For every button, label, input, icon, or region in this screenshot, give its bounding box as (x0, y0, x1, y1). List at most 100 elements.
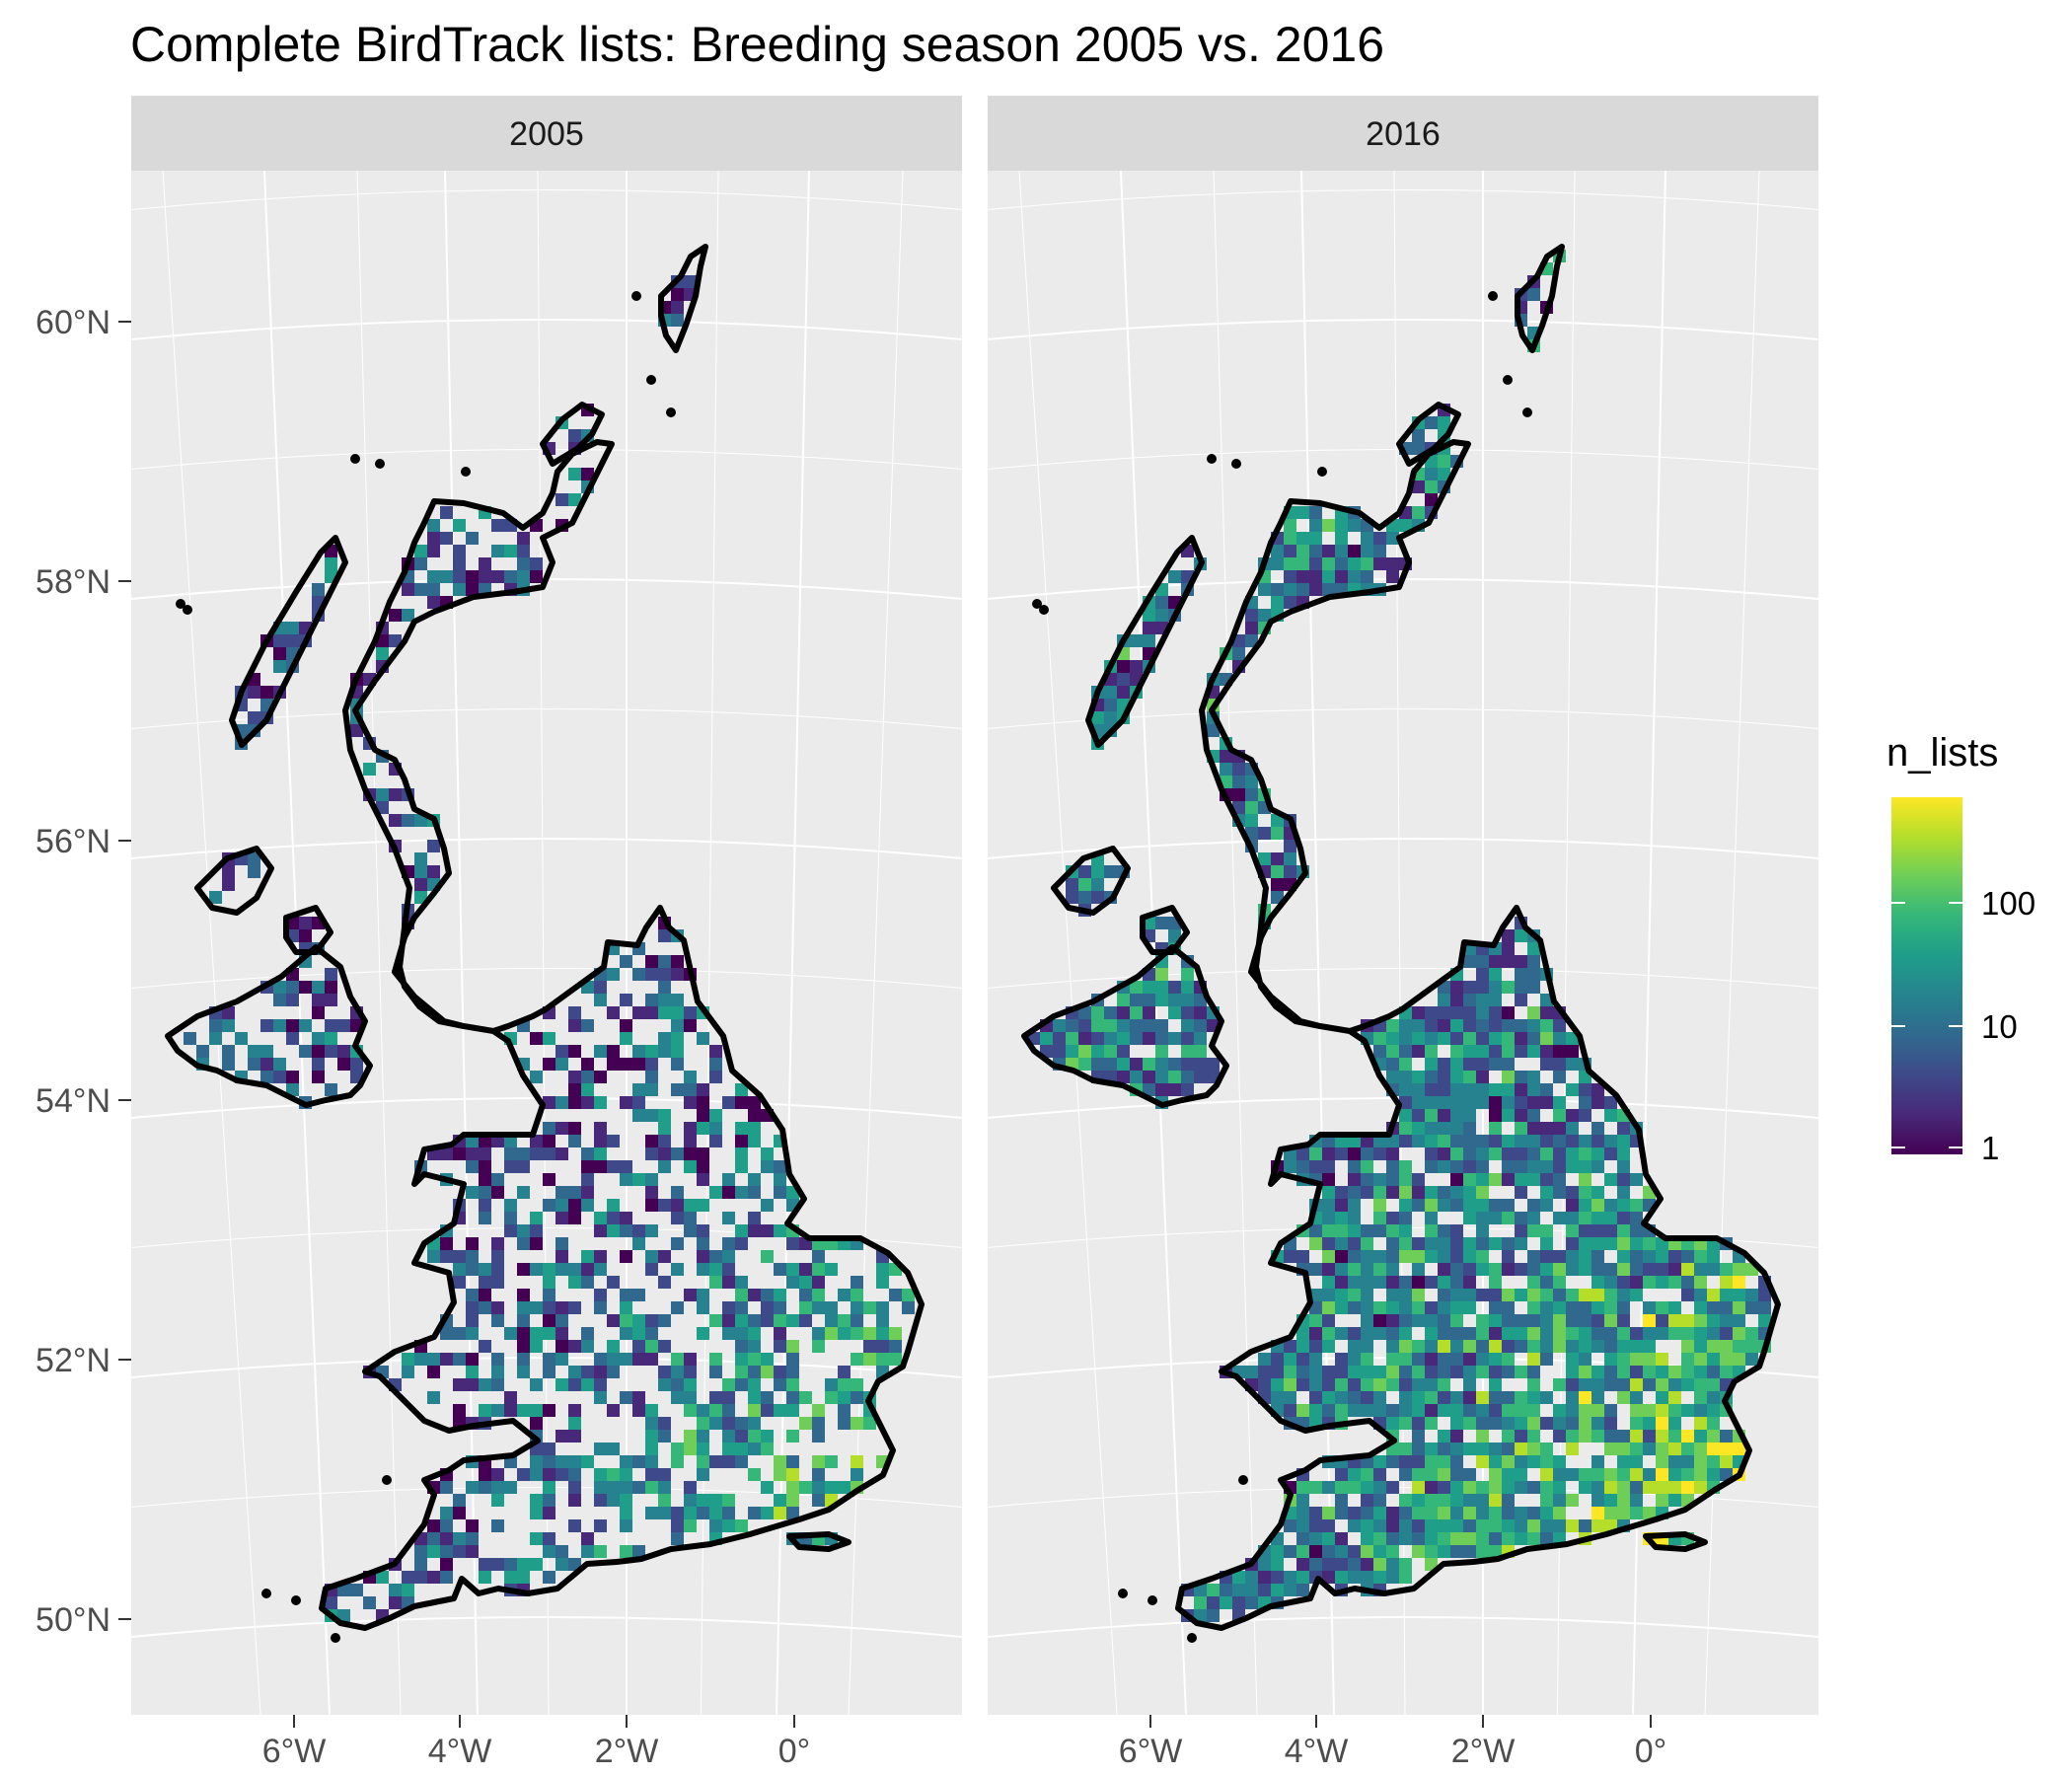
grid-cell (1591, 1455, 1604, 1468)
grid-cell (222, 1019, 235, 1032)
grid-cell (1527, 1519, 1540, 1532)
grid-cell (1707, 1353, 1720, 1366)
grid-cell (1566, 1045, 1579, 1058)
grid-cell (1130, 1019, 1143, 1032)
coastline (229, 535, 348, 748)
grid-cell (620, 1032, 632, 1045)
grid-cell (530, 570, 543, 583)
grid-cell (1399, 1237, 1412, 1250)
grid-cell (1335, 1468, 1348, 1481)
grid-cell (530, 1224, 543, 1237)
grid-cell (1489, 1443, 1502, 1455)
grid-cell (568, 1019, 581, 1032)
grid-cell (1668, 1481, 1681, 1494)
grid-cell (1335, 1532, 1348, 1545)
grid-cell (1412, 1019, 1425, 1032)
grid-cell (774, 1186, 786, 1199)
grid-cell (479, 1558, 491, 1571)
grid-cell (645, 968, 658, 981)
grid-cell (1348, 1173, 1361, 1186)
grid-cell (684, 1224, 697, 1237)
grid-cell (799, 1391, 812, 1404)
grid-cell (697, 1199, 709, 1212)
grid-cell (1604, 1340, 1617, 1353)
grid-cell (1348, 1135, 1361, 1147)
grid-cell (1412, 1237, 1425, 1250)
grid-cell (479, 1276, 491, 1289)
grid-cell (1463, 1507, 1476, 1519)
grid-cell (1515, 1109, 1527, 1122)
grid-cell (863, 1417, 876, 1430)
grid-cell (825, 1455, 838, 1468)
grid-cell (479, 1135, 491, 1147)
grid-cell (491, 1378, 504, 1391)
grid-cell (1296, 1494, 1309, 1507)
grid-cell (1438, 1366, 1450, 1378)
grid-cell (774, 1314, 786, 1327)
grid-cell (748, 1391, 761, 1404)
small-island (631, 291, 641, 301)
grid-cell (684, 1135, 697, 1147)
grid-cell (1438, 994, 1450, 1006)
grid-cell (286, 1032, 299, 1045)
grid-cell (1091, 1006, 1104, 1019)
grid-cell (453, 1378, 466, 1391)
grid-cell (1425, 1558, 1438, 1571)
grid-cell (1078, 891, 1091, 904)
grid-cell (1168, 981, 1181, 994)
grid-cell (1412, 1314, 1425, 1327)
grid-cell (1694, 1443, 1707, 1455)
grid-cell (543, 1147, 555, 1160)
small-island (331, 1633, 340, 1643)
grid-cell (1181, 1083, 1194, 1096)
grid-cell (1643, 1366, 1656, 1378)
grid-cell (1078, 1045, 1091, 1058)
grid-cell (1707, 1340, 1720, 1353)
grid-cell (1309, 1532, 1322, 1545)
grid-cell (1579, 1314, 1591, 1327)
grid-cell (312, 1032, 325, 1045)
grid-cell (1463, 1212, 1476, 1224)
grid-cell (1386, 1455, 1399, 1468)
grid-cell (479, 570, 491, 583)
grid-cell (1425, 1160, 1438, 1173)
grid-cell (1643, 1378, 1656, 1391)
grid-cell (632, 1083, 645, 1096)
legend: n_lists 100 10 1 (1887, 731, 2035, 1166)
grid-cell (1271, 852, 1284, 865)
grid-cell (1527, 1032, 1540, 1045)
grid-cell (1438, 1353, 1450, 1366)
grid-cell (1425, 1109, 1438, 1122)
grid-cell (530, 1147, 543, 1160)
grid-cell (786, 1314, 799, 1327)
grid-cell (568, 429, 581, 442)
grid-cell (1540, 1122, 1553, 1135)
small-island (1522, 407, 1532, 417)
grid-cell (786, 1455, 799, 1468)
grid-cell (876, 1353, 889, 1366)
grid-cell (658, 1340, 671, 1353)
grid-cell (504, 1199, 517, 1212)
grid-cell (1271, 557, 1284, 570)
grid-cell (1707, 1417, 1720, 1430)
grid-cell (1450, 1353, 1463, 1366)
coastline (1175, 439, 1781, 1631)
grid-cell (1386, 1417, 1399, 1430)
grid-cell (1348, 1212, 1361, 1224)
y-tick-label-50: 50°N (36, 1601, 111, 1639)
grid-cell (1566, 1327, 1579, 1340)
grid-cell (543, 1507, 555, 1519)
grid-cell (722, 1250, 735, 1263)
grid-cell (1502, 955, 1515, 968)
grid-cell (1527, 1391, 1540, 1404)
coastline-2016 (1021, 244, 1781, 1643)
grid-cell (1540, 1083, 1553, 1096)
grid-cell (568, 1263, 581, 1276)
grid-cell (671, 1147, 684, 1160)
grid-cell (402, 583, 414, 596)
grid-cell (1425, 1378, 1438, 1391)
grid-cell (1579, 1481, 1591, 1494)
grid-cell (1720, 1301, 1733, 1314)
grid-cell (1604, 1378, 1617, 1391)
grid-cell (1553, 1519, 1566, 1532)
